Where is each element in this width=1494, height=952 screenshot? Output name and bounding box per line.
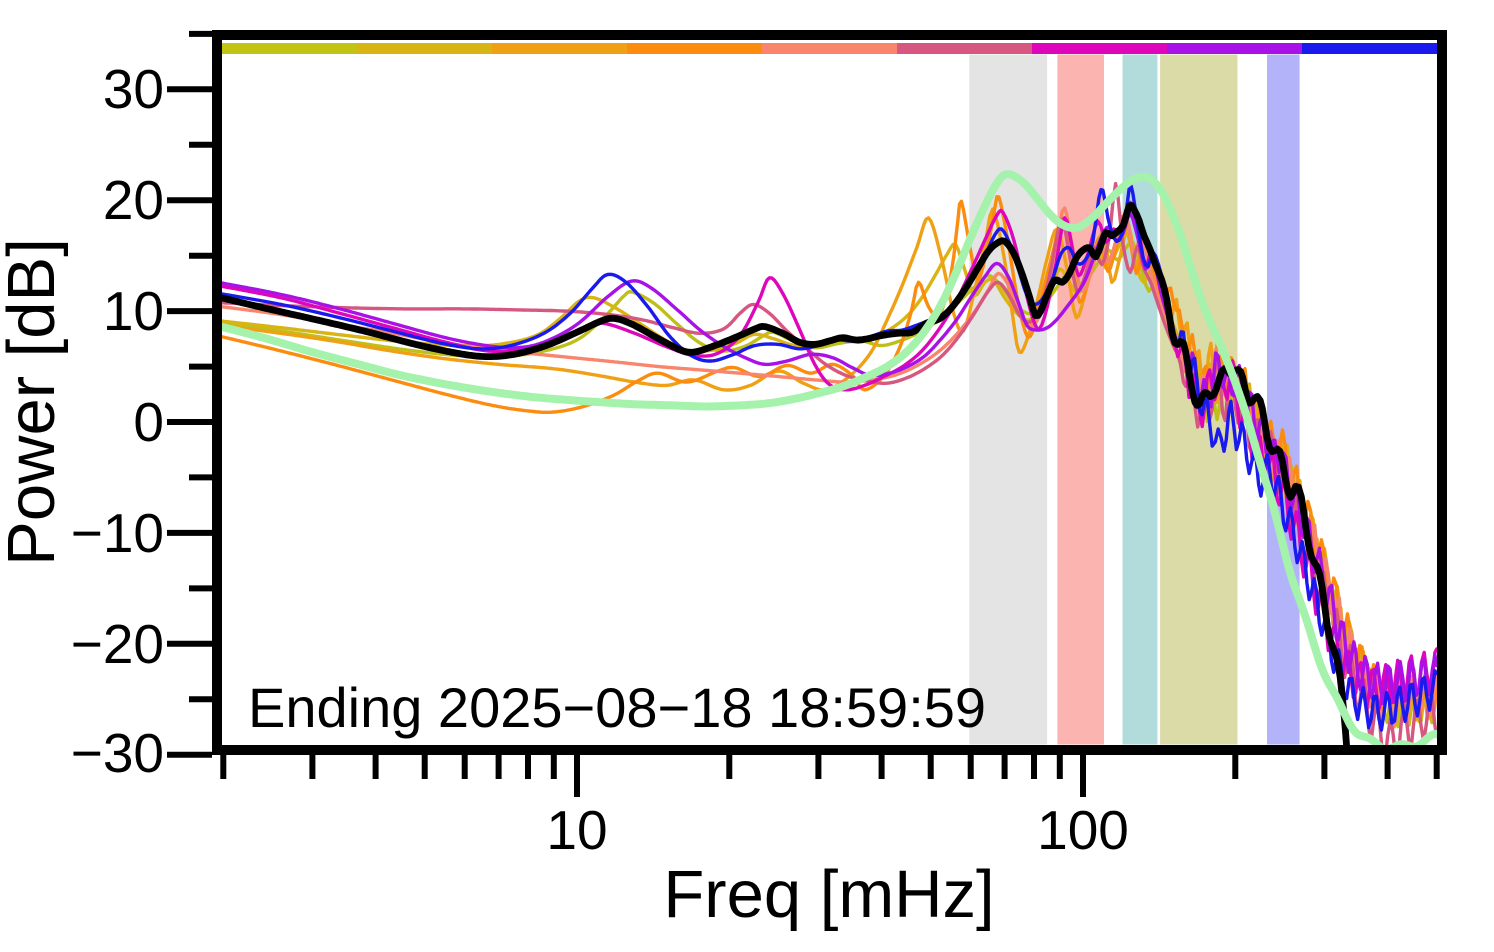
y-tick-label: 20 [103,169,164,231]
colorbar-segment-8 [1302,43,1438,54]
series-rose [222,181,1437,745]
y-tick-label: 0 [133,391,164,453]
series-olive [222,240,1437,729]
series-purple [222,211,1437,706]
time-colorbar [222,43,1438,54]
y-tick-label: 30 [103,58,164,120]
axes-frame-and-ticks [167,30,1447,797]
y-tick-label: −10 [71,502,164,564]
colorbar-segment-4 [762,43,898,54]
band-gray [969,54,1048,745]
colorbar-segment-3 [627,43,763,54]
colorbar-segment-1 [357,43,493,54]
band-periwinkle [1267,54,1300,745]
series-gold [222,231,1437,724]
series-blue [222,184,1437,732]
plot-frame [212,30,1447,755]
x-axis-title: Freq [mHz] [663,857,994,932]
frequency-bands [969,54,1300,745]
axis-labels: 30 20 10 0 −10 −20 −30 10 100 Freq [mHz]… [0,58,1129,932]
y-tick-label: −20 [71,613,164,675]
series-smooth-background [222,170,1437,745]
colorbar-segment-2 [492,43,628,54]
spectra-curves [222,170,1437,745]
x-tick-label: 100 [1037,799,1129,861]
band-pink [1057,54,1104,745]
colorbar-segment-0 [222,43,358,54]
series-salmon [222,206,1437,729]
colorbar-segment-7 [1167,43,1303,54]
y-tick-label: 10 [103,280,164,342]
series-mean [222,202,1350,745]
band-teal [1122,54,1158,745]
colorbar-segment-6 [1032,43,1168,54]
y-axis-title: Power [dB] [0,238,69,566]
x-tick-label: 10 [546,799,607,861]
colorbar-segment-5 [897,43,1033,54]
end-time-annotation: Ending 2025−08−18 18:59:59 [248,676,986,739]
y-tick-label: −30 [71,722,164,784]
series-orange [222,207,1437,723]
